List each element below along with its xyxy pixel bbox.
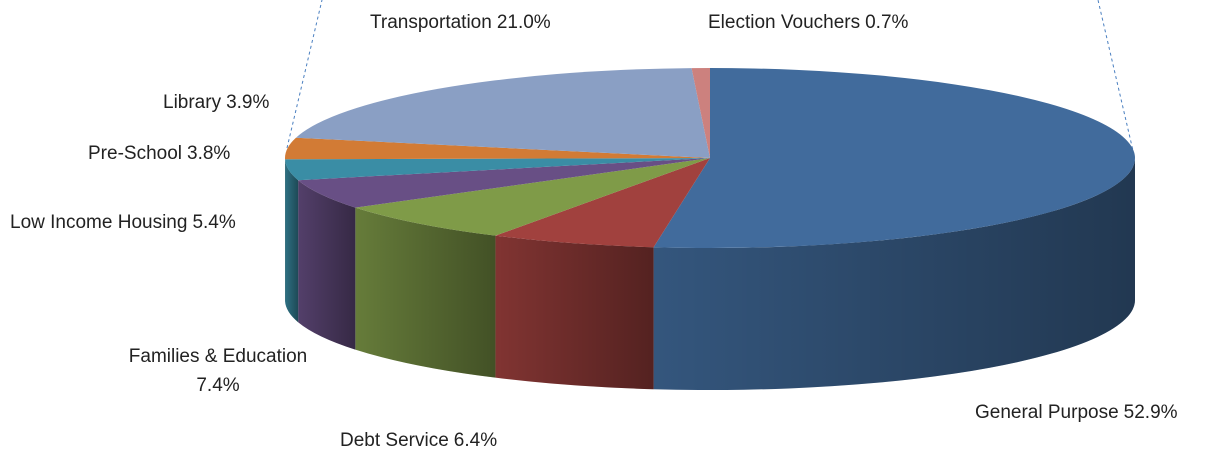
value-label: 52.9%: [1124, 402, 1178, 423]
slice-top: [653, 68, 1135, 248]
slice-top: [355, 158, 710, 236]
value-label: 3.9%: [226, 92, 269, 113]
value-label: 7.4%: [196, 375, 239, 396]
category-label: Transportation: [370, 12, 492, 33]
value-label: 21.0%: [497, 12, 551, 33]
category-label: General Purpose: [975, 402, 1119, 423]
value-label: 6.4%: [454, 430, 497, 451]
data-label: Pre-School 3.8%: [88, 143, 230, 164]
side-layer: [285, 158, 1135, 390]
slice-top: [495, 158, 710, 248]
data-label: Library 3.9%: [163, 92, 269, 113]
data-label: Transportation 21.0%: [370, 12, 551, 33]
leader-line: [1097, 0, 1135, 156]
top-layer: [285, 68, 1135, 248]
slice-side-shade: [653, 158, 1135, 390]
category-label: Low Income Housing: [10, 212, 187, 233]
value-label: 0.7%: [865, 12, 908, 33]
data-label: Families & Education 7.4%: [129, 346, 307, 396]
category-label: Pre-School: [88, 143, 182, 164]
slice-top: [285, 158, 710, 181]
category-label: Debt Service: [340, 430, 449, 451]
value-label: 3.8%: [187, 143, 230, 164]
slice-top: [285, 137, 710, 160]
data-label: General Purpose 52.9%: [975, 402, 1178, 423]
category-label: Families & Education: [129, 346, 307, 367]
data-label: Debt Service 6.4%: [340, 430, 497, 451]
category-label: Library: [163, 92, 222, 113]
category-label: Election Vouchers: [708, 12, 860, 33]
value-label: 5.4%: [192, 212, 235, 233]
slice-side-shade: [285, 159, 299, 323]
data-label: Election Vouchers 0.7%: [708, 12, 909, 33]
slice-side-shade: [495, 235, 654, 390]
slice-top: [691, 68, 710, 158]
slice-side-shade: [298, 180, 356, 350]
leader-line: [286, 0, 323, 149]
slice-top: [298, 158, 710, 208]
slice-top: [295, 68, 710, 158]
data-label: Low Income Housing 5.4%: [10, 212, 236, 233]
slice-side-shade: [355, 207, 496, 378]
